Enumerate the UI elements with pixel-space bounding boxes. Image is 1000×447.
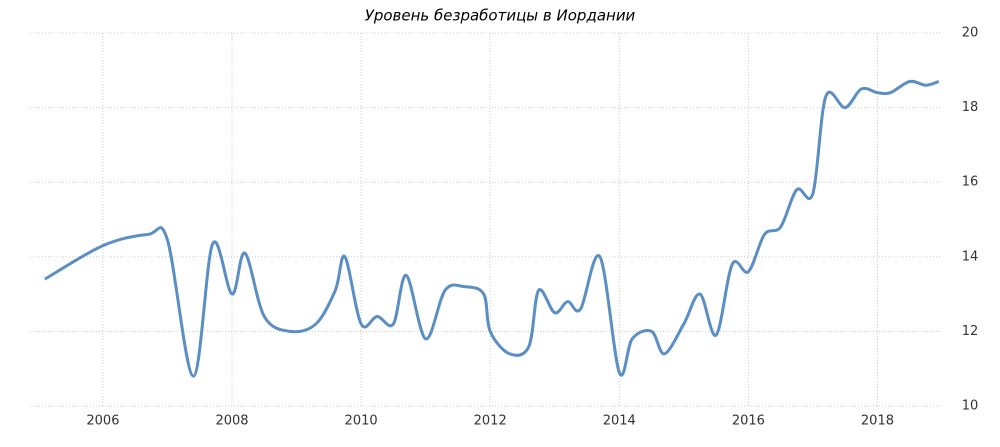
y-tick-label: 10 — [962, 399, 979, 414]
x-tick-label: 2012 — [474, 414, 507, 429]
x-tick-label: 2006 — [86, 414, 119, 429]
y-tick-label: 16 — [962, 175, 979, 190]
y-tick-label: 20 — [962, 26, 979, 41]
x-tick-label: 2008 — [215, 414, 248, 429]
y-tick-label: 12 — [962, 324, 979, 339]
y-tick-label: 18 — [962, 100, 979, 115]
x-tick-label: 2016 — [732, 414, 765, 429]
data-line — [44, 79, 940, 378]
y-tick-label: 14 — [962, 249, 979, 264]
chart-title: Уровень безработицы в Иордании — [365, 7, 636, 25]
x-tick-label: 2018 — [861, 414, 894, 429]
x-tick-label: 2010 — [345, 414, 378, 429]
x-tick-label: 2014 — [603, 414, 636, 429]
